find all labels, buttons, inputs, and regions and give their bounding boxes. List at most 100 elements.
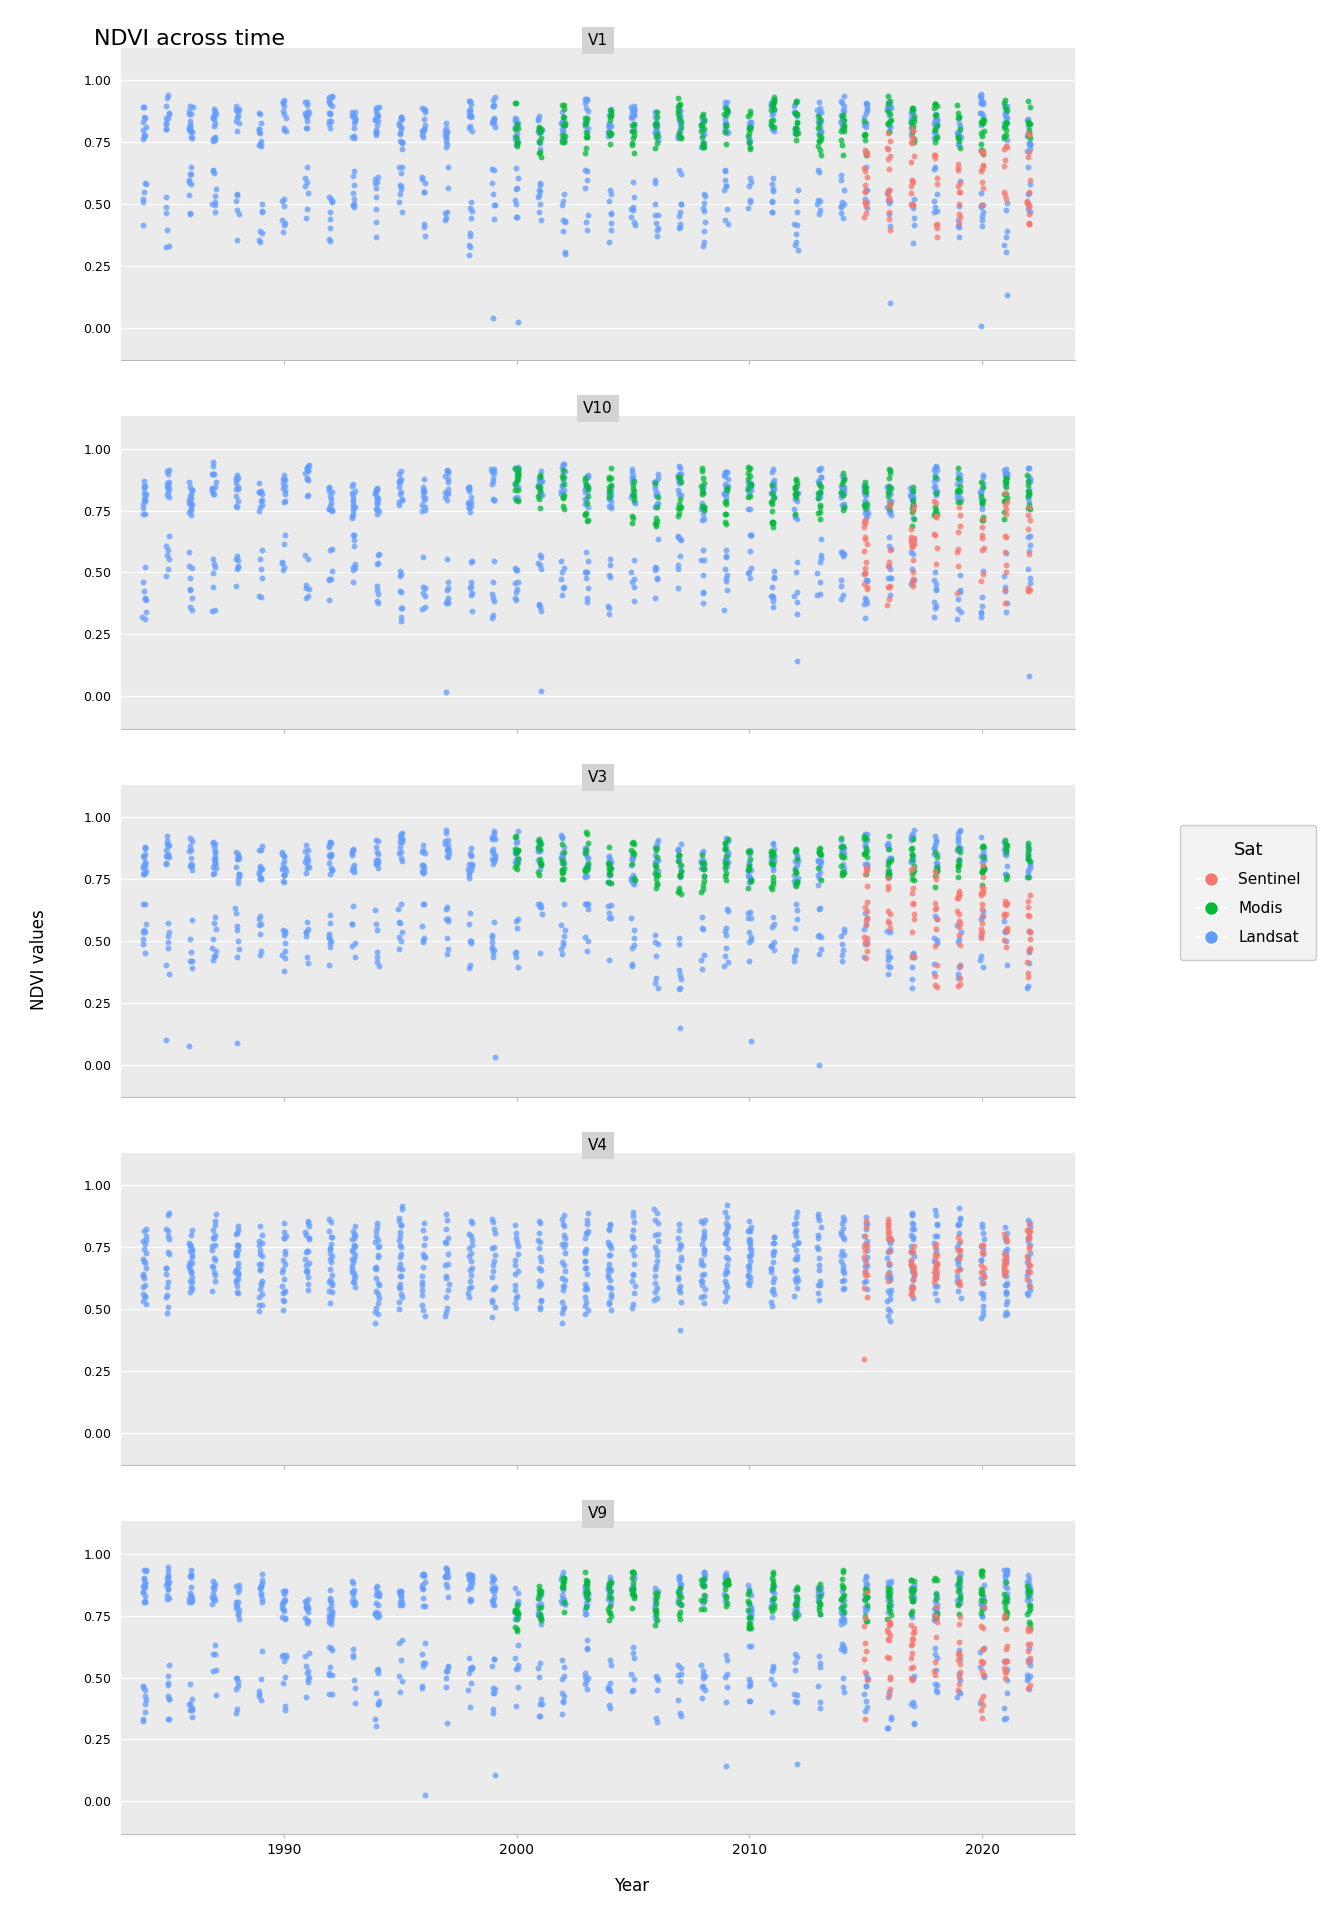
Point [484, 824, 505, 854]
Point [458, 476, 480, 507]
Point [552, 1275, 574, 1306]
Point [341, 501, 363, 532]
Point [716, 1244, 738, 1275]
Point [1017, 1580, 1039, 1611]
Point [156, 849, 177, 879]
Point [228, 860, 250, 891]
Point [390, 1586, 411, 1617]
Point [388, 906, 410, 937]
Point [855, 190, 876, 221]
Point [273, 1594, 294, 1624]
Point [227, 1231, 249, 1261]
Point [575, 1217, 597, 1248]
Point [133, 841, 155, 872]
Point [390, 478, 411, 509]
Point [341, 1244, 363, 1275]
Point [530, 476, 551, 507]
Point [574, 1594, 595, 1624]
Point [224, 1263, 246, 1294]
Point [203, 1571, 224, 1601]
Point [876, 862, 898, 893]
Point [528, 589, 550, 620]
Point [388, 152, 410, 182]
Point [785, 125, 806, 156]
Point [831, 856, 852, 887]
Point [227, 179, 249, 209]
Point [577, 557, 598, 588]
Point [367, 937, 388, 968]
Point [157, 102, 179, 132]
Point [575, 1283, 597, 1313]
Point [507, 1590, 528, 1620]
Point [227, 839, 249, 870]
Point [784, 113, 805, 144]
Point [715, 864, 737, 895]
Point [995, 1559, 1016, 1590]
Point [993, 134, 1015, 165]
Point [668, 1235, 689, 1265]
Point [856, 835, 878, 866]
Point [923, 948, 945, 979]
Point [1019, 123, 1040, 154]
Point [972, 1236, 993, 1267]
Point [391, 824, 413, 854]
Point [1019, 937, 1040, 968]
Point [692, 111, 714, 142]
Point [973, 833, 995, 864]
Point [251, 582, 273, 612]
Point [530, 540, 551, 570]
Point [203, 156, 224, 186]
Point [551, 841, 573, 872]
Point [973, 100, 995, 131]
Point [343, 490, 364, 520]
Point [808, 1588, 829, 1619]
Point [645, 1663, 667, 1693]
Point [832, 109, 853, 140]
Point [948, 476, 969, 507]
Point [437, 833, 458, 864]
Point [132, 858, 153, 889]
Point [925, 1578, 946, 1609]
Point [853, 486, 875, 516]
Point [458, 860, 480, 891]
Point [833, 1258, 855, 1288]
Point [179, 1586, 200, 1617]
Point [878, 92, 899, 123]
Point [669, 108, 691, 138]
Point [741, 106, 762, 136]
Point [855, 108, 876, 138]
Point [853, 202, 875, 232]
Point [578, 472, 599, 503]
Point [1019, 108, 1040, 138]
Point [902, 833, 923, 864]
Point [134, 480, 156, 511]
Point [1019, 453, 1040, 484]
Point [1020, 1578, 1042, 1609]
Point [879, 478, 900, 509]
Point [832, 1212, 853, 1242]
Point [364, 474, 386, 505]
Point [715, 486, 737, 516]
Point [900, 482, 922, 513]
Point [622, 1569, 644, 1599]
Point [808, 127, 829, 157]
Point [320, 852, 341, 883]
Point [320, 488, 341, 518]
Point [457, 1559, 478, 1590]
Point [856, 588, 878, 618]
Point [972, 841, 993, 872]
Point [996, 236, 1017, 267]
Point [530, 1254, 551, 1284]
Point [134, 839, 156, 870]
Point [622, 1248, 644, 1279]
Point [507, 1590, 528, 1620]
Point [505, 822, 527, 852]
Point [435, 1663, 457, 1693]
Point [297, 947, 319, 977]
Point [972, 138, 993, 169]
Point [946, 551, 968, 582]
Point [364, 1308, 386, 1338]
Point [716, 559, 738, 589]
Point [855, 943, 876, 973]
Point [972, 582, 993, 612]
